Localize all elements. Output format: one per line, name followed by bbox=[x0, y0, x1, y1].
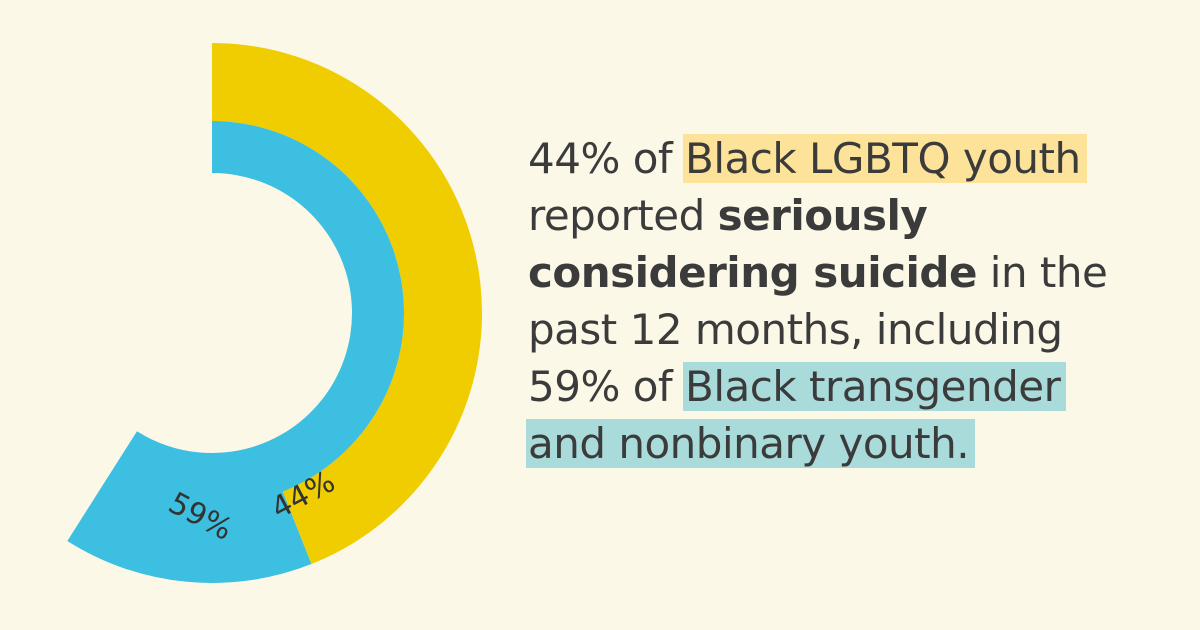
highlight-black-lgbtq-youth: Black LGBTQ youth bbox=[683, 134, 1087, 183]
stat-44-text: 44% of bbox=[528, 134, 686, 183]
in-the-text: in the bbox=[976, 248, 1108, 297]
highlight-black-transgender: Black transgender bbox=[683, 362, 1067, 411]
headline-line-6: and nonbinary youth. bbox=[526, 415, 1148, 472]
past-12-months-text: past 12 months, including bbox=[528, 305, 1063, 354]
stat-59-text: 59% of bbox=[528, 362, 686, 411]
bold-considering-suicide: considering suicide bbox=[528, 248, 977, 297]
blue-segment-59 bbox=[67, 121, 405, 584]
headline-line-1: 44% of Black LGBTQ youth bbox=[528, 130, 1148, 187]
bold-seriously: seriously bbox=[717, 191, 928, 240]
headline-line-2: reported seriously bbox=[528, 187, 1148, 244]
headline-line-4: past 12 months, including bbox=[528, 301, 1148, 358]
reported-text: reported bbox=[528, 191, 718, 240]
yellow-segment-44 bbox=[212, 43, 482, 565]
headline-line-3: considering suicide in the bbox=[528, 244, 1148, 301]
headline-text: 44% of Black LGBTQ youth reported seriou… bbox=[526, 130, 1148, 472]
headline-line-5: 59% of Black transgender bbox=[528, 358, 1148, 415]
highlight-nonbinary-youth: and nonbinary youth. bbox=[526, 419, 976, 468]
